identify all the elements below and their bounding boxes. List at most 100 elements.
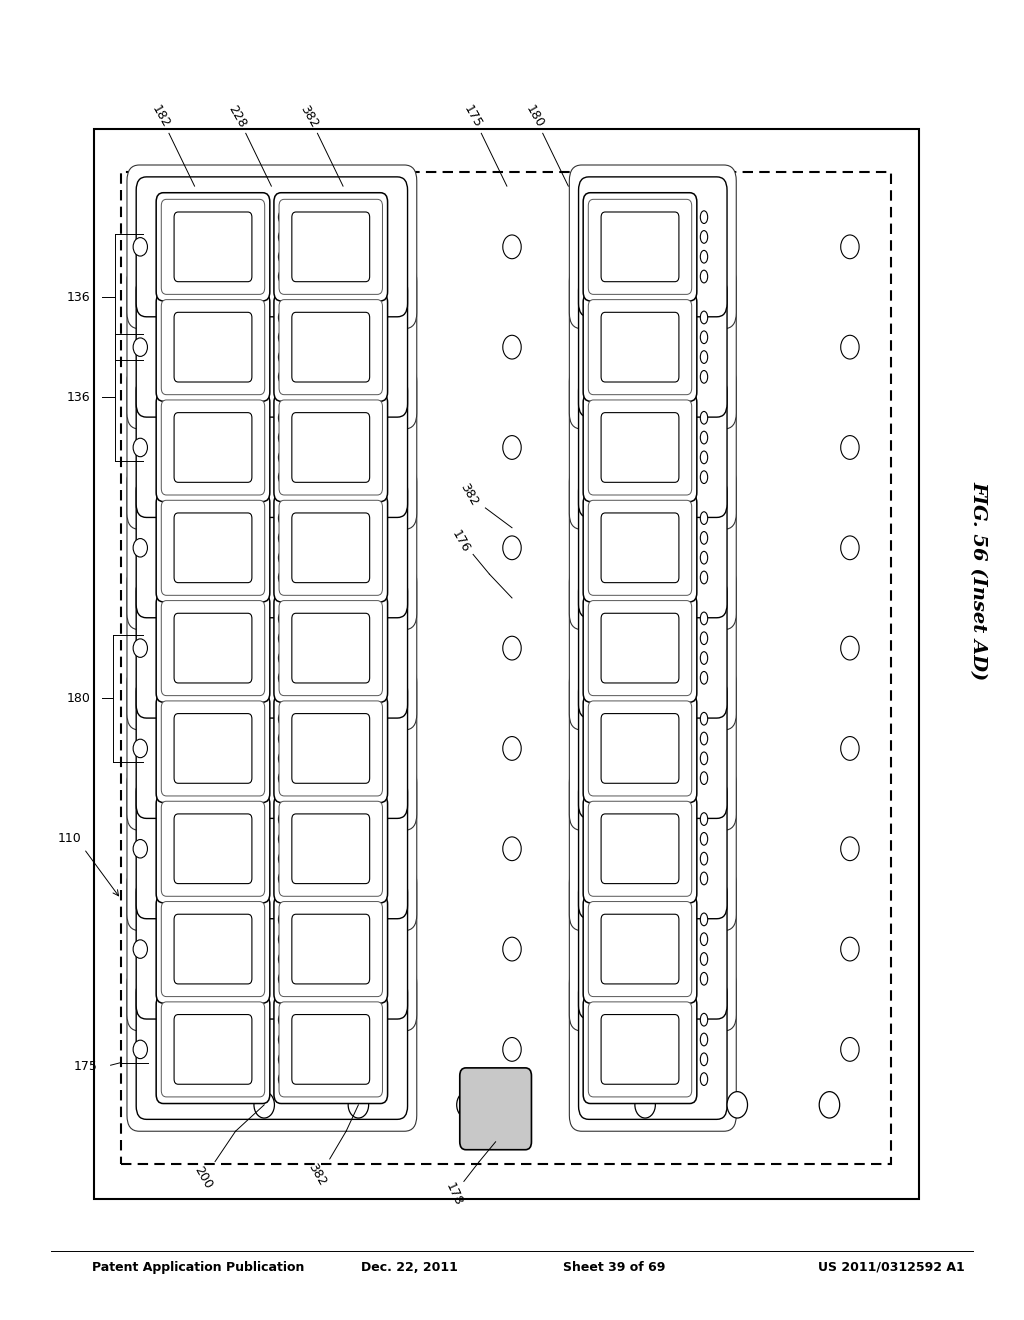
Circle shape — [457, 1092, 477, 1118]
Ellipse shape — [279, 512, 286, 524]
FancyBboxPatch shape — [292, 413, 370, 482]
Circle shape — [503, 436, 521, 459]
FancyBboxPatch shape — [127, 667, 417, 830]
FancyBboxPatch shape — [279, 1002, 382, 1097]
FancyBboxPatch shape — [174, 413, 252, 482]
Text: 136: 136 — [67, 290, 90, 304]
FancyBboxPatch shape — [279, 701, 382, 796]
FancyBboxPatch shape — [601, 614, 679, 682]
FancyBboxPatch shape — [161, 199, 264, 294]
FancyBboxPatch shape — [292, 814, 370, 883]
FancyBboxPatch shape — [127, 366, 417, 529]
Ellipse shape — [279, 312, 286, 323]
Ellipse shape — [279, 953, 286, 965]
FancyBboxPatch shape — [127, 767, 417, 931]
FancyBboxPatch shape — [136, 478, 408, 618]
FancyBboxPatch shape — [136, 277, 408, 417]
Ellipse shape — [700, 331, 708, 343]
FancyBboxPatch shape — [588, 902, 692, 997]
Ellipse shape — [279, 672, 286, 684]
Ellipse shape — [700, 1073, 708, 1085]
Circle shape — [133, 840, 147, 858]
Text: 382: 382 — [298, 103, 321, 129]
Ellipse shape — [700, 752, 708, 764]
Ellipse shape — [279, 371, 286, 383]
Text: 200: 200 — [191, 1164, 214, 1191]
Circle shape — [133, 238, 147, 256]
Text: 175: 175 — [462, 103, 484, 129]
Text: 175: 175 — [74, 1060, 97, 1073]
Ellipse shape — [279, 632, 286, 644]
FancyBboxPatch shape — [279, 500, 382, 595]
Ellipse shape — [279, 351, 286, 363]
FancyBboxPatch shape — [588, 300, 692, 395]
FancyBboxPatch shape — [136, 578, 408, 718]
FancyBboxPatch shape — [588, 801, 692, 896]
FancyBboxPatch shape — [584, 795, 696, 903]
Ellipse shape — [700, 933, 708, 945]
FancyBboxPatch shape — [156, 795, 269, 903]
Circle shape — [841, 937, 859, 961]
FancyBboxPatch shape — [460, 1068, 531, 1150]
Circle shape — [841, 536, 859, 560]
FancyBboxPatch shape — [569, 265, 736, 429]
Ellipse shape — [700, 713, 708, 725]
FancyBboxPatch shape — [161, 701, 264, 796]
FancyBboxPatch shape — [161, 601, 264, 696]
FancyBboxPatch shape — [156, 293, 269, 401]
Circle shape — [503, 235, 521, 259]
FancyBboxPatch shape — [601, 915, 679, 983]
FancyBboxPatch shape — [292, 513, 370, 582]
Circle shape — [635, 1092, 655, 1118]
FancyBboxPatch shape — [156, 694, 269, 803]
FancyBboxPatch shape — [588, 601, 692, 696]
Circle shape — [503, 335, 521, 359]
Text: US 2011/0312592 A1: US 2011/0312592 A1 — [817, 1261, 965, 1274]
FancyBboxPatch shape — [579, 979, 727, 1119]
Ellipse shape — [700, 432, 708, 444]
FancyBboxPatch shape — [156, 895, 269, 1003]
Circle shape — [841, 737, 859, 760]
FancyBboxPatch shape — [161, 500, 264, 595]
FancyBboxPatch shape — [601, 313, 679, 381]
FancyBboxPatch shape — [569, 366, 736, 529]
FancyBboxPatch shape — [136, 378, 408, 517]
Ellipse shape — [279, 331, 286, 343]
Bar — [121, 172, 891, 1164]
Ellipse shape — [279, 1073, 286, 1085]
Circle shape — [133, 940, 147, 958]
Text: 180: 180 — [523, 103, 546, 129]
Text: 228: 228 — [226, 103, 249, 129]
Circle shape — [503, 536, 521, 560]
FancyBboxPatch shape — [601, 814, 679, 883]
Ellipse shape — [700, 371, 708, 383]
FancyBboxPatch shape — [601, 413, 679, 482]
Bar — [94, 129, 919, 1199]
Text: 178: 178 — [442, 1181, 465, 1208]
Ellipse shape — [279, 271, 286, 282]
FancyBboxPatch shape — [161, 400, 264, 495]
Circle shape — [503, 1038, 521, 1061]
Text: 136: 136 — [67, 391, 90, 404]
FancyBboxPatch shape — [579, 578, 727, 718]
FancyBboxPatch shape — [279, 400, 382, 495]
Ellipse shape — [700, 973, 708, 985]
FancyBboxPatch shape — [588, 701, 692, 796]
FancyBboxPatch shape — [579, 779, 727, 919]
FancyBboxPatch shape — [174, 614, 252, 682]
FancyBboxPatch shape — [127, 265, 417, 429]
FancyBboxPatch shape — [588, 1002, 692, 1097]
Ellipse shape — [279, 552, 286, 564]
FancyBboxPatch shape — [273, 393, 387, 502]
Text: FIG. 56 (Inset AD): FIG. 56 (Inset AD) — [969, 482, 987, 680]
FancyBboxPatch shape — [273, 193, 387, 301]
FancyBboxPatch shape — [292, 1015, 370, 1084]
FancyBboxPatch shape — [292, 714, 370, 783]
Ellipse shape — [279, 733, 286, 744]
FancyBboxPatch shape — [569, 767, 736, 931]
Ellipse shape — [700, 913, 708, 925]
FancyBboxPatch shape — [174, 915, 252, 983]
FancyBboxPatch shape — [579, 478, 727, 618]
FancyBboxPatch shape — [136, 678, 408, 818]
Circle shape — [841, 837, 859, 861]
